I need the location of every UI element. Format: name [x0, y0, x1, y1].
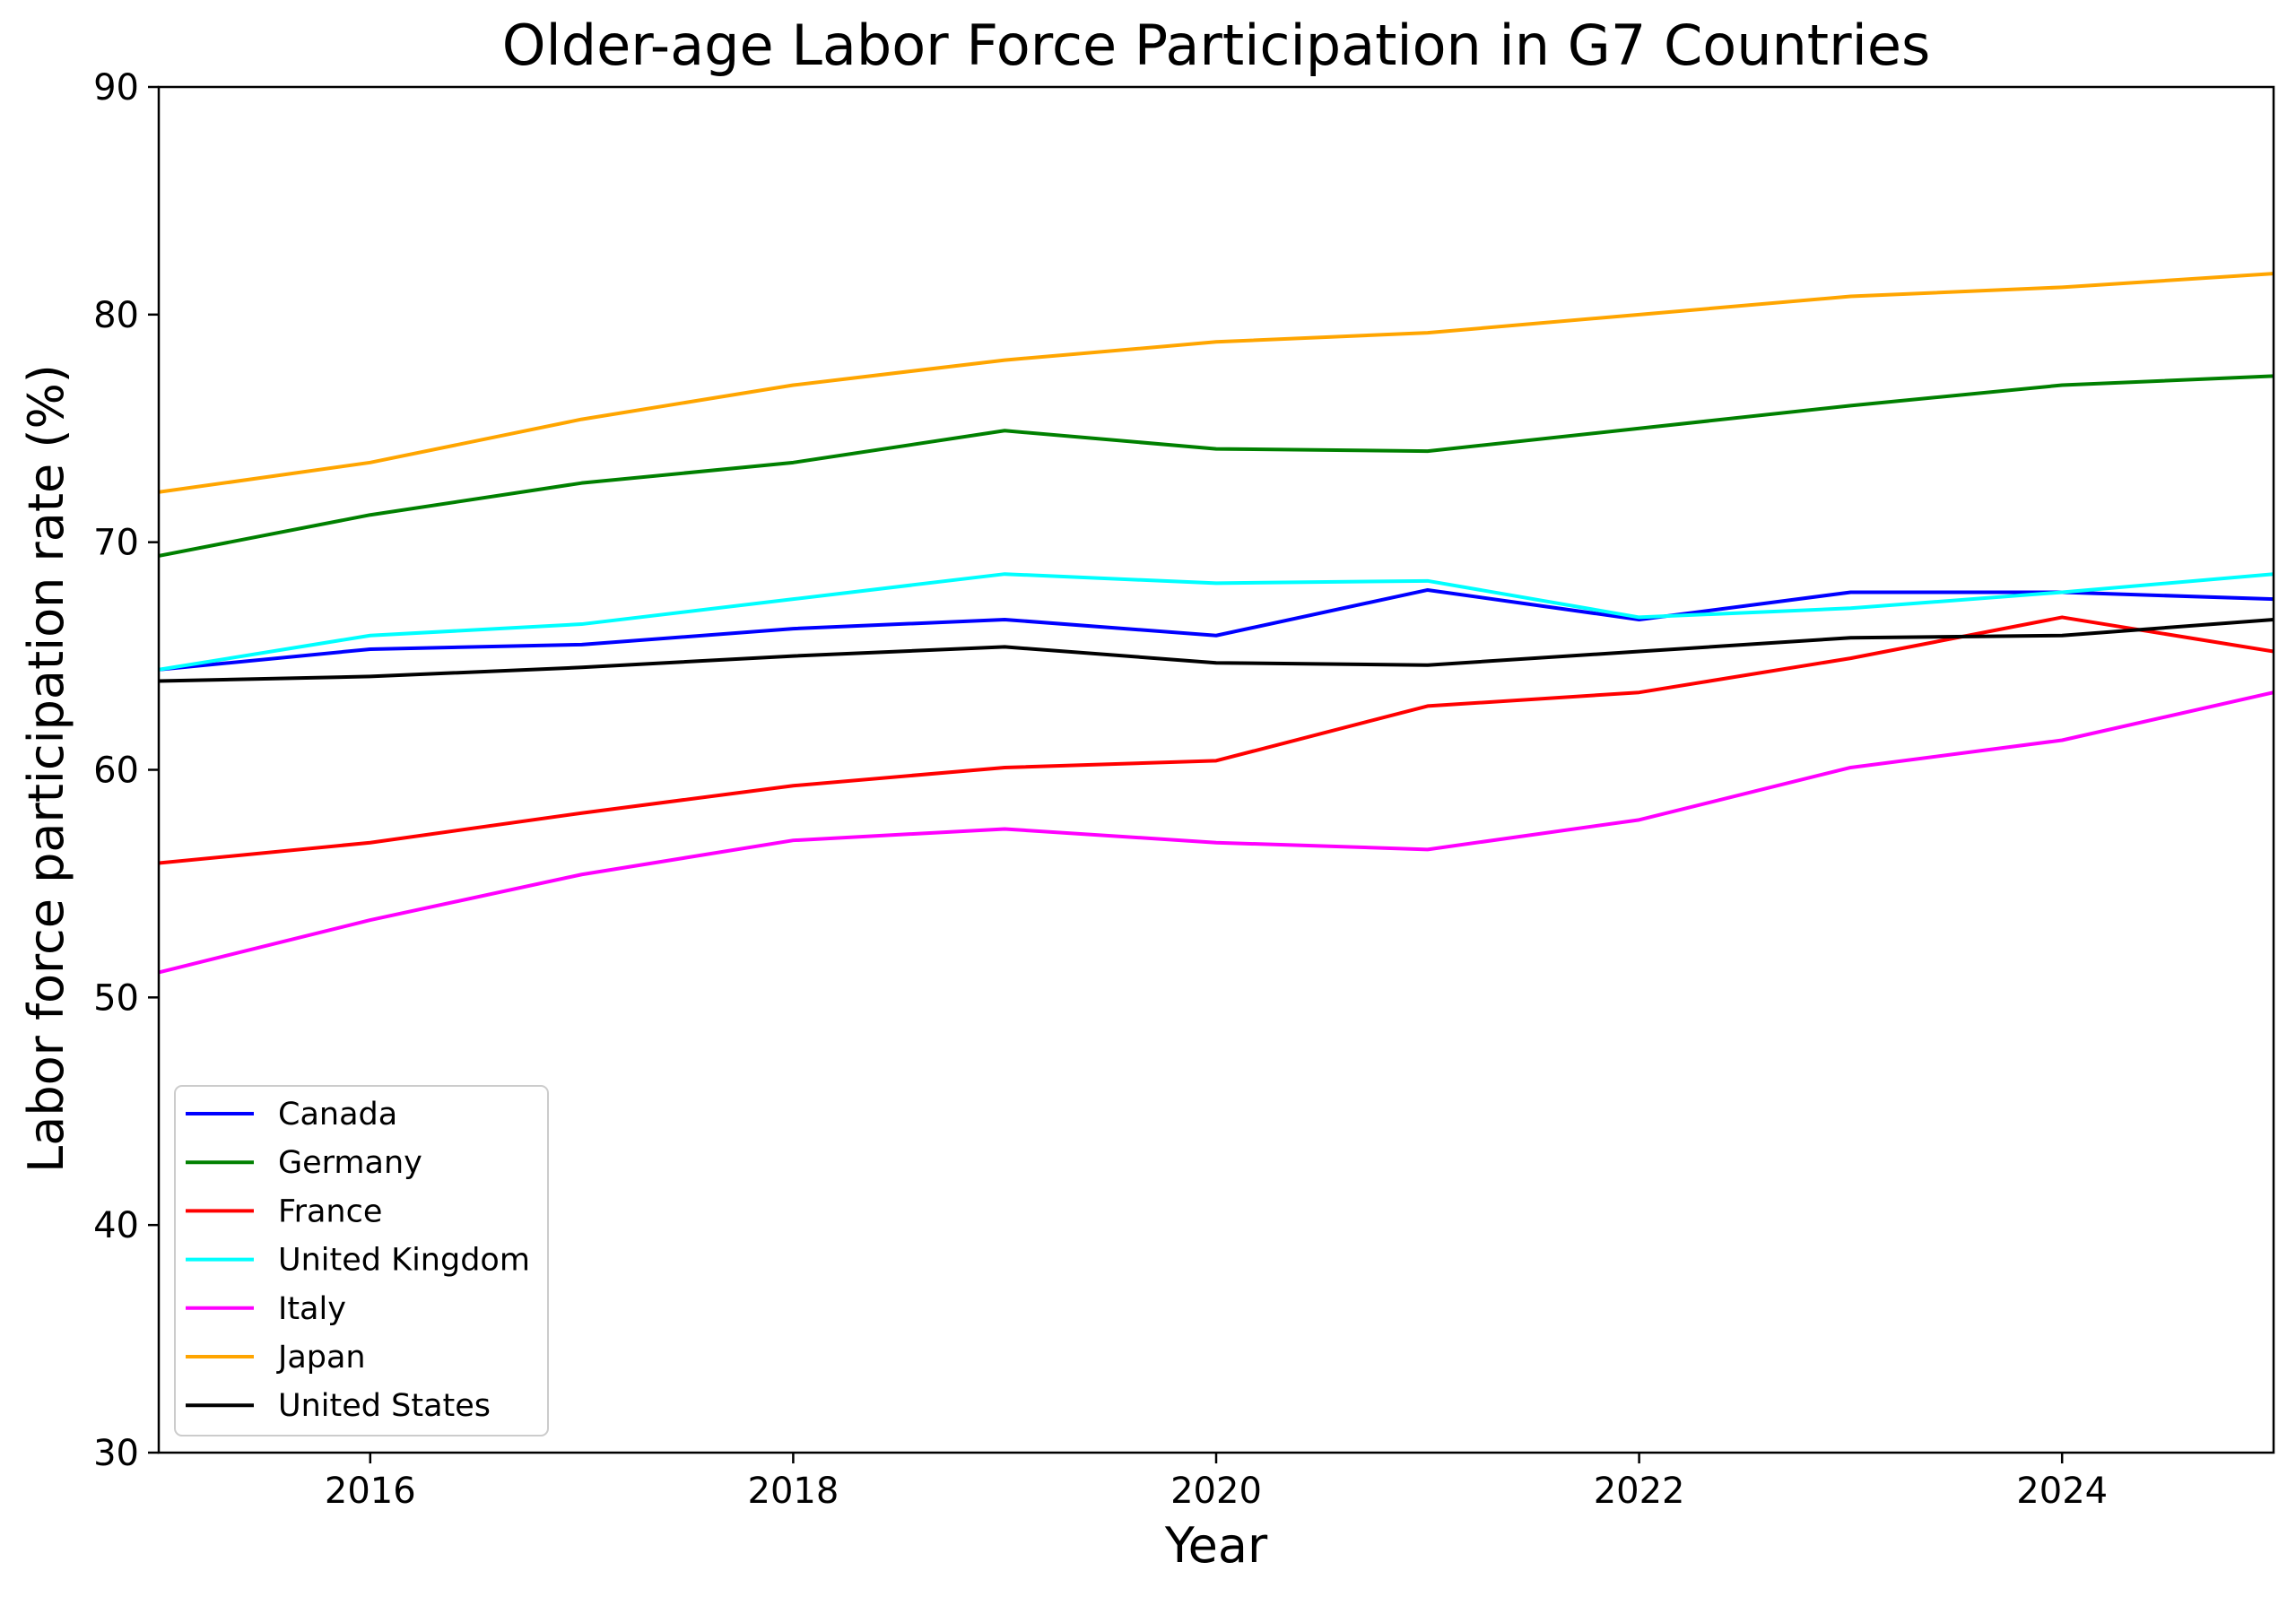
legend: Canada Germany France United Kingdom Italy Ja… [174, 1085, 549, 1436]
y-tick-label-40: 40 [93, 1205, 139, 1246]
y-axis-title: Labor force participation rate (%) [18, 364, 74, 1173]
x-tick-label-2024: 2024 [2016, 1471, 2108, 1512]
x-tick-label-2016: 2016 [325, 1471, 416, 1512]
y-tick-label-90: 90 [93, 67, 139, 108]
y-tick-label-70: 70 [93, 523, 139, 564]
series-line-japan [159, 272, 2274, 494]
legend-label-france: France [278, 1193, 382, 1229]
series-line-united-states [159, 617, 2274, 683]
series-line-canada [159, 587, 2274, 672]
legend-label-germany: Germany [278, 1145, 422, 1181]
series-line-germany [159, 374, 2274, 558]
legend-box [174, 1085, 549, 1436]
x-tick-label-2018: 2018 [748, 1471, 839, 1512]
chart-title: Older-age Labor Force Participation in G… [502, 13, 1931, 78]
y-tick-label-50: 50 [93, 977, 139, 1019]
legend-label-japan: Japan [276, 1340, 366, 1376]
y-tick-label-80: 80 [93, 295, 139, 336]
y-tick-label-30: 30 [93, 1433, 139, 1474]
legend-label-united-kingdom: United Kingdom [278, 1243, 530, 1279]
y-tick-label-60: 60 [93, 751, 139, 792]
x-tick-label-2022: 2022 [1594, 1471, 1685, 1512]
legend-label-united-states: United States [278, 1388, 491, 1424]
legend-label-canada: Canada [278, 1097, 397, 1133]
x-tick-label-2020: 2020 [1170, 1471, 1262, 1512]
plot-area: 2016 2018 2020 2022 2024 30 40 50 60 70 80 90 [93, 67, 2275, 1512]
series-line-france [159, 615, 2274, 865]
x-axis-title: Year [1164, 1517, 1268, 1574]
series-line-italy [159, 690, 2274, 975]
series-line-united-kingdom [159, 572, 2274, 672]
legend-label-italy: Italy [278, 1291, 346, 1327]
series-lines [159, 272, 2274, 975]
